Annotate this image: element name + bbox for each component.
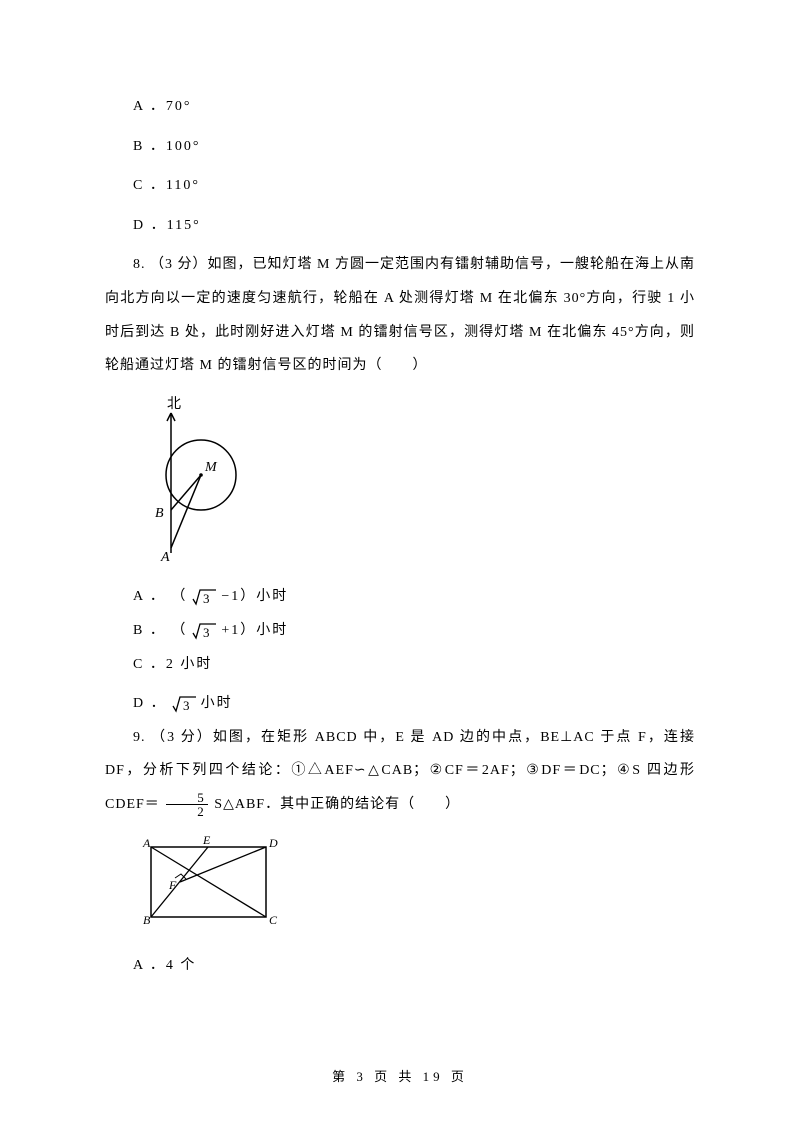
q9-option-a: A ．4 个 [105, 949, 695, 983]
q7-option-a: A ．70° [105, 90, 695, 124]
north-label: 北 [167, 396, 181, 412]
opt-post: −1）小时 [221, 580, 288, 614]
q8-diagram: 北 M B A [133, 393, 695, 577]
sqrt-icon: 3 [171, 694, 197, 714]
q7-option-d: D ．115° [105, 209, 695, 243]
opt-pre: D ． [133, 687, 167, 721]
lbl-b: B [143, 913, 151, 927]
page-content: A ．70° B ．100° C ．110° D ．115° 8. （3 分）如… [0, 0, 800, 1049]
q8-option-a: A ． （ 3 −1）小时 [105, 580, 695, 614]
page-footer: 第 3 页 共 19 页 [0, 1061, 800, 1092]
q7-option-c: C ．110° [105, 169, 695, 203]
q8-text: 8. （3 分）如图，已知灯塔 M 方圆一定范围内有镭射辅助信号，一艘轮船在海上… [105, 248, 695, 382]
lbl-e: E [202, 833, 211, 847]
sqrt-icon: 3 [191, 621, 217, 641]
svg-text:3: 3 [183, 698, 192, 713]
sqrt-icon: 3 [191, 587, 217, 607]
fraction: 5 2 [166, 791, 208, 818]
b-label: B [155, 506, 164, 521]
svg-text:3: 3 [203, 625, 212, 640]
lbl-d: D [268, 836, 278, 850]
q8-option-c: C ．2 小时 [105, 648, 695, 682]
opt-pre: B ． （ [133, 614, 187, 648]
q9-post: S△ABF．其中正确的结论有（ ） [214, 797, 460, 812]
q8-option-b: B ． （ 3 +1）小时 [105, 614, 695, 648]
frac-num: 5 [166, 791, 208, 805]
q9-text: 9. （3 分）如图，在矩形 ABCD 中，E 是 AD 边的中点，BE⊥AC … [105, 721, 695, 822]
m-label: M [204, 460, 218, 475]
a-label: A [160, 550, 170, 563]
lbl-a: A [142, 836, 151, 850]
svg-text:3: 3 [203, 591, 212, 606]
q7-option-b: B ．100° [105, 130, 695, 164]
lbl-f: F [168, 878, 177, 892]
q8-option-d: D ． 3 小时 [105, 687, 695, 721]
opt-post: +1）小时 [221, 614, 288, 648]
lbl-c: C [269, 913, 278, 927]
opt-post: 小时 [201, 687, 233, 721]
q9-diagram: A E D B C F [133, 832, 695, 946]
opt-pre: A ． （ [133, 580, 187, 614]
frac-den: 2 [166, 805, 208, 818]
